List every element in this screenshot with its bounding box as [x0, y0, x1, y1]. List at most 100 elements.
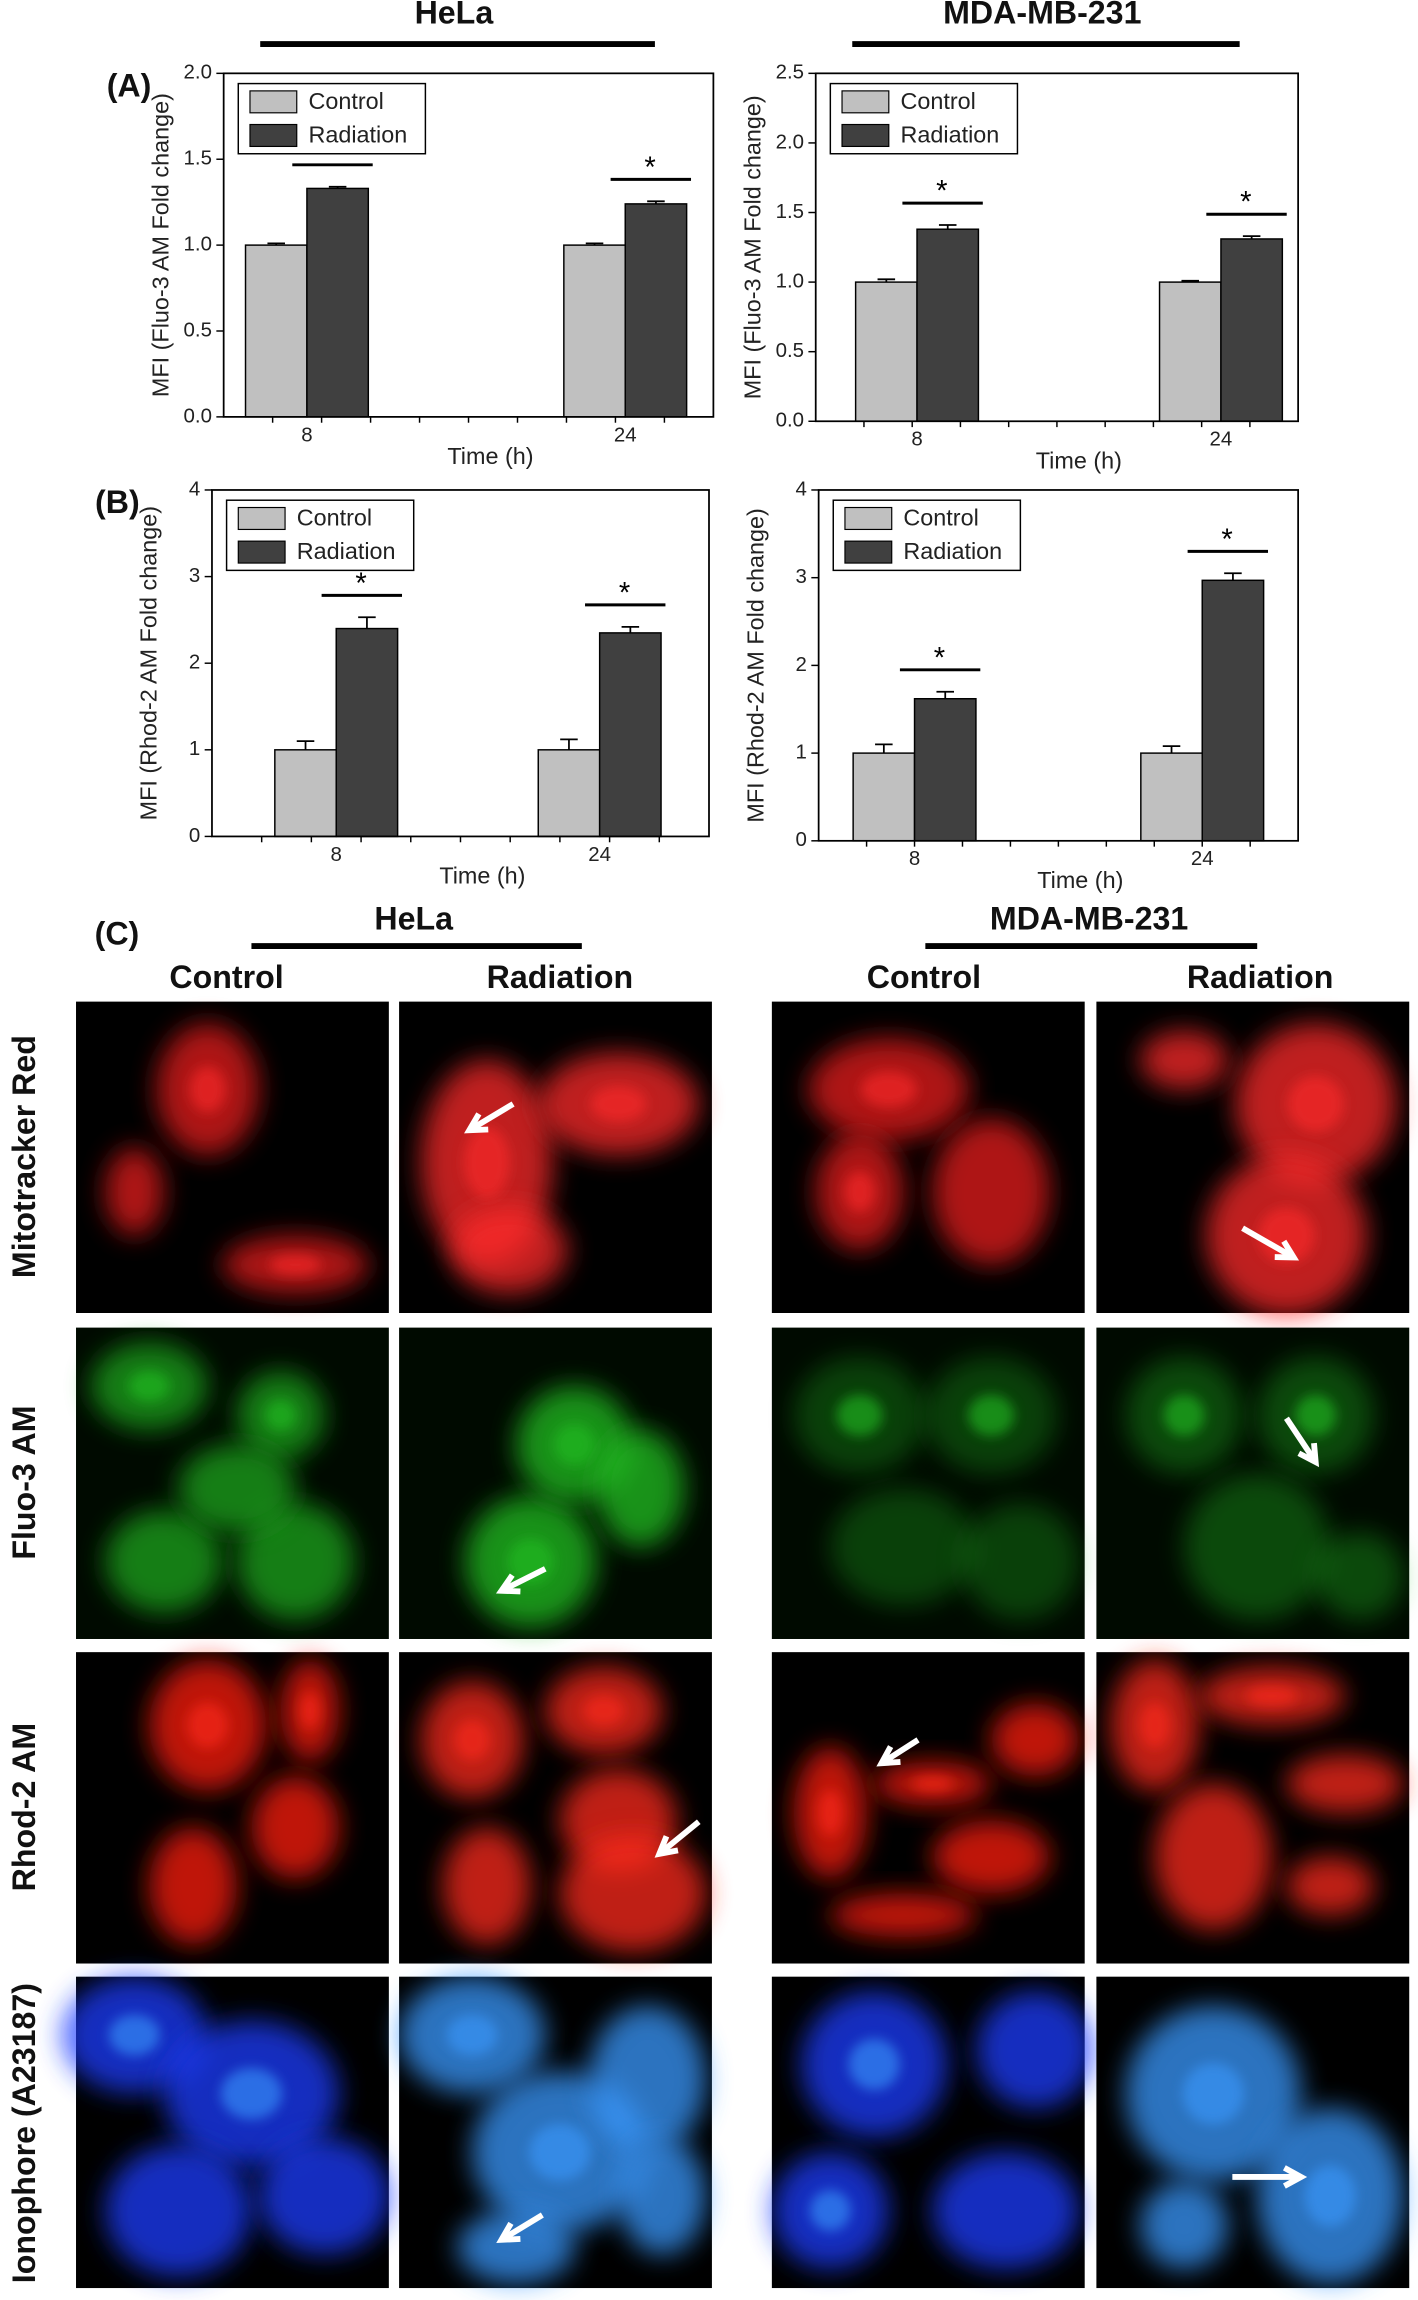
micrograph	[771, 1327, 1085, 1639]
y-axis-label: MFI (Rhod-2 AM Fold change)	[742, 508, 768, 822]
cell	[961, 1503, 1079, 1620]
bar	[274, 749, 337, 838]
cell	[1184, 1473, 1331, 1620]
y-axis-label: MFI (Fluo-3 AM Fold change)	[739, 95, 765, 399]
nucleus	[446, 2014, 498, 2056]
panel-label: (A)	[107, 67, 152, 103]
arrow-head	[495, 1573, 521, 1595]
micrograph	[399, 1976, 712, 2289]
panel-label: (C)	[95, 915, 140, 951]
y-tick-label: 1.0	[184, 233, 212, 256]
significance-star: *	[644, 152, 655, 184]
nucleus	[454, 1719, 491, 1761]
legend-label: Radiation	[297, 538, 396, 564]
cell	[932, 2152, 1079, 2270]
legend-label: Radiation	[901, 121, 1000, 147]
column-title: Control	[169, 959, 283, 995]
significance-star: *	[1221, 524, 1232, 556]
y-tick-label: 0.0	[776, 409, 804, 432]
legend-swatch	[844, 506, 893, 531]
cell	[251, 1776, 340, 1879]
arrow-head	[654, 1835, 679, 1858]
cell	[105, 1147, 164, 1236]
arrow-head	[464, 1112, 489, 1134]
micrograph	[399, 1652, 712, 1964]
y-tick-label: 3	[796, 565, 807, 588]
arrow-head	[876, 1745, 901, 1767]
column-title: Radiation	[1187, 959, 1334, 995]
micrograph	[76, 1327, 389, 1639]
row-title: Rhod-2 AM	[6, 1723, 42, 1892]
bar	[913, 697, 977, 842]
legend-swatch	[249, 123, 298, 148]
micrograph	[76, 1001, 389, 1313]
nucleus	[860, 1071, 917, 1108]
nucleus	[912, 1776, 954, 1792]
y-tick-label: 1.5	[776, 200, 804, 223]
y-tick-label: 4	[796, 477, 807, 500]
nucleus	[1163, 1394, 1205, 1436]
column-title: Radiation	[487, 959, 634, 995]
bar	[854, 281, 918, 422]
group-title: MDA-MB-231	[990, 901, 1188, 937]
cell	[618, 2137, 707, 2255]
x-tick-label: 8	[909, 847, 920, 870]
x-tick-label: 24	[588, 843, 611, 866]
cell	[596, 1429, 685, 1547]
y-tick-label: 0	[796, 828, 807, 851]
x-axis-label: Time (h)	[447, 443, 533, 469]
arrow	[500, 1566, 547, 1594]
panel-label: (B)	[95, 484, 140, 520]
x-tick-label: 8	[331, 843, 342, 866]
y-tick-label: 2.0	[776, 130, 804, 153]
arrow-head	[1297, 1442, 1320, 1468]
cell	[1154, 1783, 1272, 1930]
legend-swatch	[841, 123, 890, 148]
nucleus	[836, 1394, 883, 1436]
nucleus	[189, 1066, 226, 1113]
y-tick-label: 2.5	[776, 61, 804, 84]
cell	[1286, 1856, 1375, 1916]
y-axis-label: MFI (Rhod-2 AM Fold change)	[136, 506, 162, 820]
nucleus	[590, 1086, 647, 1122]
x-axis-label: Time (h)	[1037, 867, 1123, 893]
legend-swatch	[237, 506, 286, 531]
bar	[537, 749, 601, 838]
nucleus	[220, 2068, 283, 2120]
arrow	[499, 2212, 544, 2243]
bar	[306, 187, 370, 418]
cell	[932, 1118, 1050, 1265]
nucleus	[809, 2190, 851, 2232]
nucleus	[583, 1695, 625, 1726]
micrograph	[771, 1001, 1085, 1313]
cell	[178, 1444, 296, 1533]
legend-swatch	[841, 90, 890, 114]
micrograph	[61, 1976, 391, 2289]
legend-label: Radiation	[308, 121, 407, 147]
micrograph	[771, 1652, 1085, 1964]
nucleus	[1304, 2165, 1356, 2227]
nucleus	[1139, 1702, 1171, 1749]
micrograph	[399, 1327, 712, 1639]
x-tick-label: 8	[911, 428, 922, 451]
cell	[976, 1991, 1094, 2109]
legend-label: Control	[297, 504, 372, 530]
bar	[563, 244, 626, 418]
arrow	[1241, 1225, 1296, 1260]
y-tick-label: 1	[796, 741, 807, 764]
bar	[916, 228, 980, 422]
y-tick-label: 2	[189, 651, 200, 674]
micrograph	[771, 1976, 1094, 2289]
y-tick-label: 1.0	[776, 270, 804, 293]
cell	[932, 1820, 1050, 1894]
legend-label: Control	[903, 504, 978, 530]
nucleus	[1295, 1394, 1337, 1436]
nucleus	[187, 1702, 229, 1749]
y-tick-label: 4	[189, 477, 200, 500]
nucleus	[265, 1399, 297, 1431]
nucleus	[1182, 2062, 1245, 2125]
chart-title: HeLa	[415, 0, 495, 30]
cell	[105, 1510, 223, 1613]
cell	[1315, 1532, 1404, 1620]
